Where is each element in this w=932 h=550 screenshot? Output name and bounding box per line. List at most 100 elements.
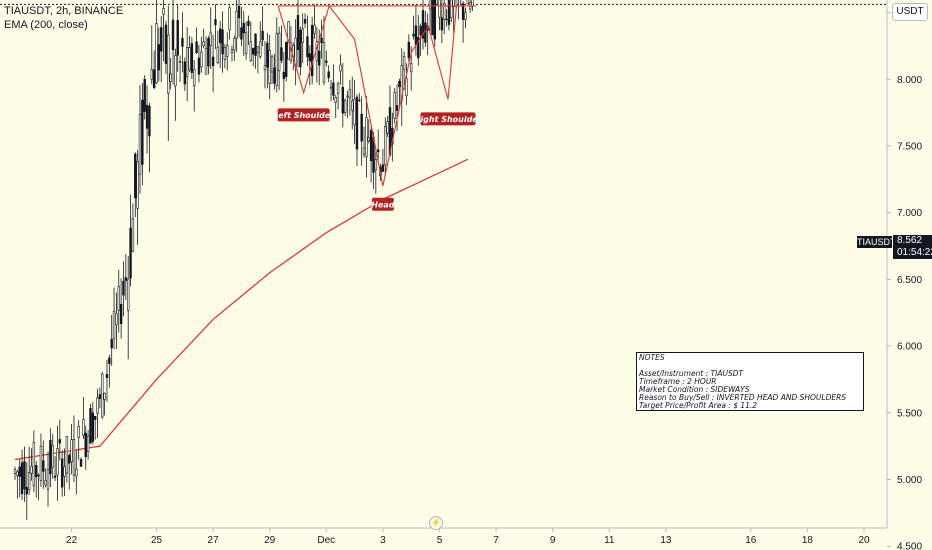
candle-body	[178, 61, 182, 63]
candle-body	[25, 487, 28, 495]
currency-unit-button[interactable]: USDT	[892, 3, 928, 21]
candle-body	[148, 105, 151, 137]
candle-body	[259, 41, 262, 57]
candle-body	[285, 41, 288, 77]
candle-body	[275, 33, 278, 87]
candle-body	[358, 99, 361, 102]
pattern-outline	[277, 4, 458, 187]
candle-body	[296, 15, 300, 51]
indicator-line: EMA (200, close)	[4, 19, 88, 31]
candle-body	[242, 22, 245, 34]
candle-body	[141, 99, 144, 165]
candle-body	[143, 79, 146, 112]
candle-body	[334, 97, 337, 103]
candle-body	[327, 71, 330, 78]
candle-body	[150, 69, 153, 80]
candle-body	[332, 82, 335, 96]
x-tick-label: 18	[802, 535, 814, 546]
candle-body	[86, 435, 90, 452]
candle-body	[46, 469, 50, 490]
candle-body	[39, 445, 43, 481]
x-tick-label: 22	[66, 535, 78, 546]
candle-body	[277, 32, 281, 72]
candle-body	[42, 460, 45, 472]
candle-body	[115, 313, 118, 325]
candle-body	[204, 48, 208, 75]
candle-body	[221, 29, 224, 55]
candle-body	[30, 465, 33, 474]
candle-body	[98, 394, 102, 400]
lightning-icon[interactable]: ⚡	[429, 516, 443, 530]
candle-body	[461, 3, 465, 20]
candle-body	[136, 161, 139, 209]
candle-body	[282, 71, 286, 79]
y-tick-label: 7.000	[897, 208, 922, 219]
candle-body	[381, 164, 385, 172]
candle-body	[96, 397, 99, 414]
candle-body	[412, 33, 415, 37]
candle-body	[138, 114, 142, 175]
candle-body	[216, 46, 220, 64]
notes-line-reason: Reason to Buy/Sell : INVERTED HEAD AND S…	[639, 393, 847, 402]
ema-200-line	[14, 158, 469, 461]
candle-body	[49, 439, 52, 475]
candle-body	[218, 28, 222, 44]
x-tick-label: 9	[550, 535, 556, 546]
candle-body	[93, 415, 97, 420]
candle-body	[256, 46, 260, 53]
candle-body	[384, 126, 387, 166]
notes-title: NOTES	[639, 353, 665, 362]
candle-body	[353, 99, 356, 126]
candle-body	[341, 86, 345, 114]
candle-body	[193, 69, 196, 86]
candle-body	[77, 426, 80, 438]
candle-body	[112, 310, 116, 339]
candle-body	[249, 41, 253, 61]
candle-body	[167, 34, 170, 94]
candle-body	[63, 466, 66, 477]
candle-body	[237, 5, 241, 19]
candle-body	[405, 78, 408, 97]
candle-body	[207, 38, 210, 67]
candle-body	[197, 57, 201, 75]
candle-body	[56, 448, 59, 476]
candle-body	[157, 44, 161, 71]
candle-body	[266, 42, 269, 68]
candle-body	[329, 86, 333, 89]
candle-body	[131, 218, 135, 252]
candle-body	[308, 53, 311, 62]
candle-body	[251, 47, 255, 55]
candle-body	[124, 277, 128, 282]
candle-body	[440, 17, 444, 31]
candle-body	[464, 12, 467, 20]
candle-body	[32, 442, 36, 487]
candle-body	[200, 51, 203, 68]
y-tick-label: 7.500	[897, 142, 922, 153]
candle-body	[376, 149, 380, 153]
x-tick-label: 13	[660, 535, 672, 546]
candle-body	[16, 471, 19, 476]
candle-body	[450, 0, 453, 18]
candle-body	[419, 25, 422, 36]
x-tick-label: 7	[493, 535, 499, 546]
pattern-label: Right Shoulder	[414, 115, 482, 124]
candle-body	[244, 32, 248, 54]
candle-body	[23, 461, 26, 490]
candle-body	[306, 36, 309, 58]
candle-body	[270, 56, 274, 73]
notes-line-condition: Market Condition : SIDEWAYS	[639, 385, 750, 394]
candle-body	[44, 480, 47, 486]
candle-body	[367, 137, 370, 142]
candle-body	[53, 475, 57, 478]
candle-body	[433, 0, 436, 40]
candle-body	[134, 153, 137, 199]
candle-body	[190, 43, 194, 73]
candle-body	[89, 408, 92, 444]
candle-body	[355, 96, 359, 150]
candle-body	[174, 55, 177, 87]
candle-body	[18, 466, 21, 477]
candle-body	[247, 20, 250, 26]
candle-body	[471, 0, 474, 7]
candle-body	[164, 24, 168, 64]
